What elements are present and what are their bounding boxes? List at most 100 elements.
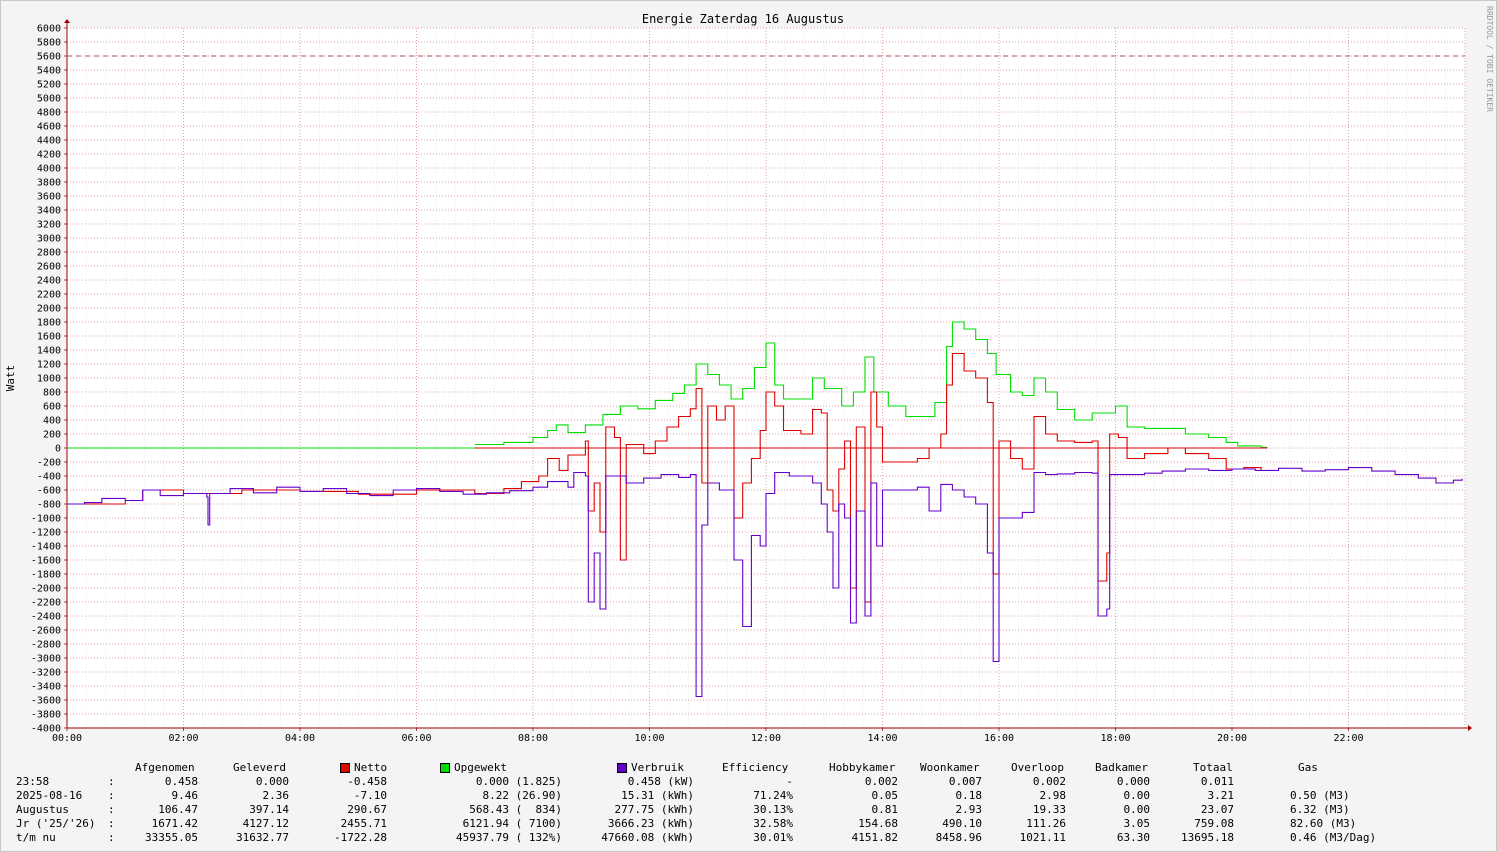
- x-tick-label: 22:00: [1333, 733, 1363, 744]
- legend-cell-label: Augustus: [16, 803, 69, 816]
- y-tick-label: -4000: [31, 724, 61, 735]
- legend-cell-opgewekt: 8.22 (26.90): [482, 789, 562, 802]
- y-tick-label: 800: [43, 388, 61, 399]
- legend-header-efficiency: Efficiency: [722, 761, 789, 774]
- legend-swatch-verbruik: [617, 763, 627, 773]
- y-tick-label: -2200: [31, 598, 61, 609]
- y-tick-label: -3000: [31, 654, 61, 665]
- x-tick-label: 02:00: [168, 733, 198, 744]
- rrdtool-credit: RRDTOOL / TOBI OETIKER: [1485, 6, 1493, 112]
- legend-cell-netto: -0.458: [347, 775, 387, 788]
- x-tick-label: 16:00: [984, 733, 1014, 744]
- legend-cell-hobbykamer: 0.002: [864, 775, 898, 788]
- legend-cell-efficiency: 30.13%: [753, 803, 793, 816]
- y-tick-label: 1800: [37, 318, 61, 329]
- credit-text: RRDTOOL / TOBI OETIKER: [1485, 6, 1493, 112]
- y-tick-label: -3400: [31, 682, 61, 693]
- legend-cell-totaal: 13695.18: [1181, 831, 1234, 844]
- legend-cell-overloop: 2.98: [1039, 789, 1067, 802]
- legend-cell-verbruik: 15.31 (kWh): [621, 789, 694, 802]
- legend-cell-overloop: 19.33: [1032, 803, 1066, 816]
- y-tick-label: 3400: [37, 206, 61, 217]
- y-tick-label: 4200: [37, 150, 61, 161]
- legend-cell-verbruik: 3666.23 (kWh): [607, 817, 694, 830]
- legend-cell-woonkamer: 0.007: [948, 775, 982, 788]
- legend-header-geleverd: Geleverd: [233, 761, 286, 774]
- legend-cell-overloop: 0.002: [1032, 775, 1066, 788]
- y-tick-label: 1400: [37, 346, 61, 357]
- legend-header-opgewekt: Opgewekt: [454, 761, 507, 774]
- legend-cell-geleverd: 4127.12: [242, 817, 289, 830]
- legend-cell-geleverd: 397.14: [249, 803, 289, 816]
- y-axis-label: Watt: [4, 365, 17, 392]
- legend-swatch-opgewekt: [440, 763, 450, 773]
- legend-header-gas: Gas: [1298, 761, 1318, 774]
- legend-cell-label: 2025-08-16: [16, 789, 83, 802]
- y-tick-label: 3800: [37, 178, 61, 189]
- legend-header-overloop: Overloop: [1011, 761, 1064, 774]
- x-tick-label: 04:00: [285, 733, 315, 744]
- y-tick-label: 5800: [37, 38, 61, 49]
- y-tick-label: 1200: [37, 360, 61, 371]
- legend-header-afgenomen: Afgenomen: [135, 761, 195, 774]
- legend-cell-gas: 6.32 (M3): [1290, 803, 1350, 816]
- legend-cell-geleverd: 31632.77: [236, 831, 289, 844]
- x-tick-label: 00:00: [52, 733, 82, 744]
- y-tick-label: 0: [55, 444, 61, 455]
- y-tick-label: -1600: [31, 556, 61, 567]
- legend-cell-efficiency: 30.01%: [753, 831, 793, 844]
- legend-cell-gas: 0.50 (M3): [1290, 789, 1350, 802]
- legend-cell-afgenomen: 1671.42: [151, 817, 198, 830]
- y-tick-label: 4000: [37, 164, 61, 175]
- legend-cell-verbruik: 0.458 (kW): [627, 775, 694, 788]
- legend-cell-badkamer: 63.30: [1116, 831, 1150, 844]
- legend-header-verbruik: Verbruik: [631, 761, 684, 774]
- legend-cell-afgenomen: 9.46: [171, 789, 199, 802]
- legend-cell-totaal: 3.21: [1207, 789, 1235, 802]
- legend-cell-verbruik: 277.75 (kWh): [614, 803, 694, 816]
- y-tick-label: 6000: [37, 24, 61, 35]
- legend-cell-opgewekt: 6121.94 ( 7100): [462, 817, 562, 830]
- legend-header-netto: Netto: [354, 761, 388, 774]
- legend-cell-hobbykamer: 4151.82: [851, 831, 898, 844]
- legend-cell-geleverd: 2.36: [262, 789, 290, 802]
- legend-cell-netto: 2455.71: [340, 817, 387, 830]
- legend-cell-afgenomen: 33355.05: [145, 831, 198, 844]
- legend-cell-sep: :: [108, 831, 115, 844]
- y-tick-label: 2800: [37, 248, 61, 259]
- legend-cell-sep: :: [108, 775, 115, 788]
- legend-header-badkamer: Badkamer: [1095, 761, 1148, 774]
- y-tick-label: 1000: [37, 374, 61, 385]
- legend-header-totaal: Totaal: [1193, 761, 1233, 774]
- legend-cell-afgenomen: 0.458: [164, 775, 198, 788]
- legend-cell-totaal: 759.08: [1194, 817, 1234, 830]
- y-tick-label: 4800: [37, 108, 61, 119]
- series-netto: [67, 352, 1262, 603]
- legend-cell-hobbykamer: 0.81: [871, 803, 899, 816]
- y-tick-label: 2200: [37, 290, 61, 301]
- legend-cell-totaal: 0.011: [1200, 775, 1234, 788]
- y-tick-label: -600: [37, 486, 61, 497]
- y-tick-label: 4400: [37, 136, 61, 147]
- y-tick-label: -200: [37, 458, 61, 469]
- legend-cell-totaal: 23.07: [1200, 803, 1234, 816]
- series-verbruik: [67, 467, 1463, 698]
- axes: 6000580056005400520050004800460044004200…: [31, 19, 1472, 744]
- legend-cell-label: Jr ('25/'26): [16, 817, 96, 830]
- x-tick-label: 10:00: [634, 733, 664, 744]
- x-tick-label: 06:00: [401, 733, 431, 744]
- y-tick-label: -3200: [31, 668, 61, 679]
- legend-cell-opgewekt: 45937.79 ( 132%): [456, 831, 562, 844]
- y-tick-label: 200: [43, 430, 61, 441]
- legend-header-hobbykamer: Hobbykamer: [829, 761, 896, 774]
- legend-cell-badkamer: 3.05: [1123, 817, 1151, 830]
- y-tick-label: 1600: [37, 332, 61, 343]
- legend-cell-sep: :: [108, 817, 115, 830]
- series-layer: [67, 55, 1465, 698]
- y-tick-label: 600: [43, 402, 61, 413]
- legend-cell-woonkamer: 2.93: [955, 803, 983, 816]
- legend-cell-badkamer: 0.000: [1116, 775, 1150, 788]
- x-tick-label: 12:00: [751, 733, 781, 744]
- x-tick-label: 08:00: [518, 733, 548, 744]
- legend-cell-efficiency: -: [786, 775, 793, 788]
